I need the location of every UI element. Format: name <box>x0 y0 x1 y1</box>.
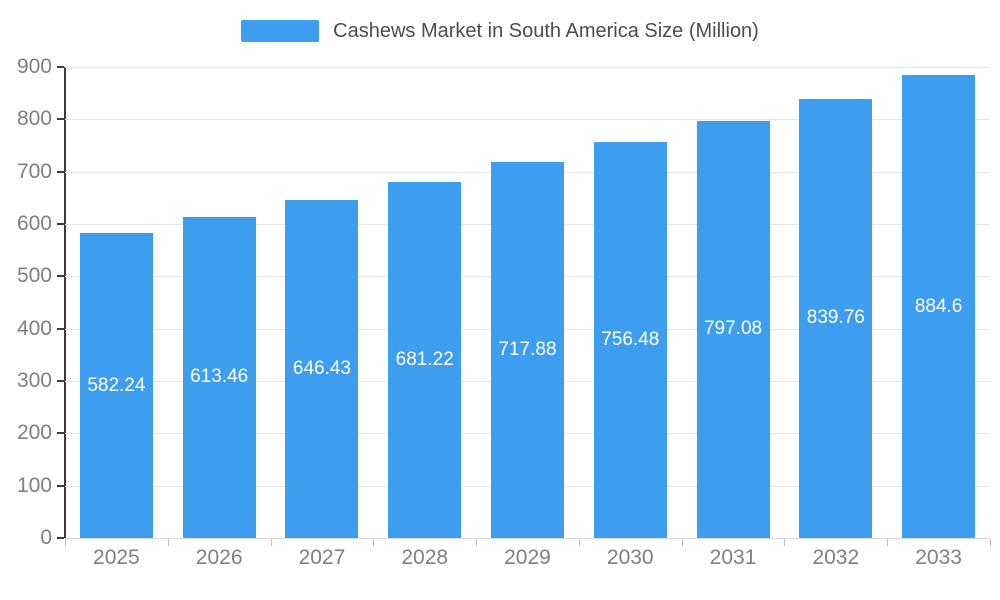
bar-value-label: 582.24 <box>87 374 146 396</box>
bar-2026[interactable]: 613.46 <box>182 216 256 538</box>
y-tick-mark <box>57 380 64 382</box>
bar-2028[interactable]: 681.22 <box>388 181 462 538</box>
y-tick-mark <box>57 223 64 225</box>
y-tick-label-600: 600 <box>16 212 52 235</box>
bar-2027[interactable]: 646.43 <box>285 199 359 538</box>
bar-value-label: 839.76 <box>806 307 865 329</box>
chart-legend[interactable]: Cashews Market in South America Size (Mi… <box>0 16 1000 46</box>
bar-value-label: 797.08 <box>703 318 763 340</box>
bar-2033[interactable]: 884.6 <box>902 75 976 538</box>
x-tick-label-2026: 2026 <box>195 546 243 569</box>
x-tick-label-2033: 2033 <box>915 546 962 569</box>
legend-swatch <box>241 20 320 42</box>
bar-value-label: 646.43 <box>292 357 351 379</box>
gridline-900 <box>65 67 990 68</box>
x-axis-line <box>65 538 990 539</box>
bar-value-label: 756.48 <box>601 329 660 351</box>
gridline-800 <box>65 119 990 121</box>
y-axis-line <box>64 67 66 538</box>
y-tick-mark <box>57 484 64 487</box>
bar-2029[interactable]: 717.88 <box>491 162 564 538</box>
y-tick-label-300: 300 <box>16 369 52 392</box>
x-tick-mark <box>887 539 889 546</box>
x-tick-mark <box>578 539 580 546</box>
y-tick-label-100: 100 <box>16 473 52 497</box>
x-tick-mark <box>476 539 478 546</box>
x-tick-label-2029: 2029 <box>504 546 551 569</box>
x-tick-label-2031: 2031 <box>709 546 757 569</box>
bar-2025[interactable]: 582.24 <box>79 233 153 538</box>
y-tick-mark <box>57 170 64 173</box>
bar-value-label: 681.22 <box>395 348 454 370</box>
y-tick-label-900: 900 <box>16 55 52 78</box>
x-tick-label-2028: 2028 <box>401 546 449 569</box>
y-tick-label-200: 200 <box>16 421 52 445</box>
x-tick-label-2025: 2025 <box>93 546 140 569</box>
y-tick-label-800: 800 <box>16 107 52 131</box>
y-tick-label-500: 500 <box>16 264 52 288</box>
x-tick-mark <box>65 539 66 546</box>
x-tick-mark <box>990 539 991 546</box>
y-tick-label-0: 0 <box>40 526 52 549</box>
bar-2032[interactable]: 839.76 <box>799 98 873 538</box>
plot-area: 0 100 200 300 400 500 600 700 800 900 582.24 2025 61… <box>17 55 991 569</box>
bar-value-label: 613.46 <box>190 366 249 388</box>
bar-value-label: 717.88 <box>498 339 557 361</box>
bar-value-label: 884.6 <box>914 295 963 317</box>
y-tick-label-700: 700 <box>16 159 52 183</box>
bar-2030[interactable]: 756.48 <box>593 142 667 538</box>
x-tick-mark <box>681 539 683 546</box>
y-tick-mark <box>57 275 64 278</box>
x-tick-mark <box>784 539 786 546</box>
x-tick-label-2032: 2032 <box>812 546 860 569</box>
x-tick-mark <box>373 539 375 546</box>
y-tick-mark <box>57 327 64 330</box>
y-tick-mark <box>57 432 64 435</box>
bar-2031[interactable]: 797.08 <box>696 120 770 538</box>
x-tick-label-2030: 2030 <box>606 546 654 569</box>
y-tick-mark <box>57 537 64 539</box>
x-tick-mark <box>167 539 169 546</box>
y-tick-mark <box>57 118 64 121</box>
legend-title: Cashews Market in South America Size (Mi… <box>333 19 759 42</box>
x-tick-mark <box>270 539 272 546</box>
x-tick-label-2027: 2027 <box>298 546 346 569</box>
y-tick-mark <box>57 66 64 68</box>
y-tick-label-400: 400 <box>16 316 52 340</box>
